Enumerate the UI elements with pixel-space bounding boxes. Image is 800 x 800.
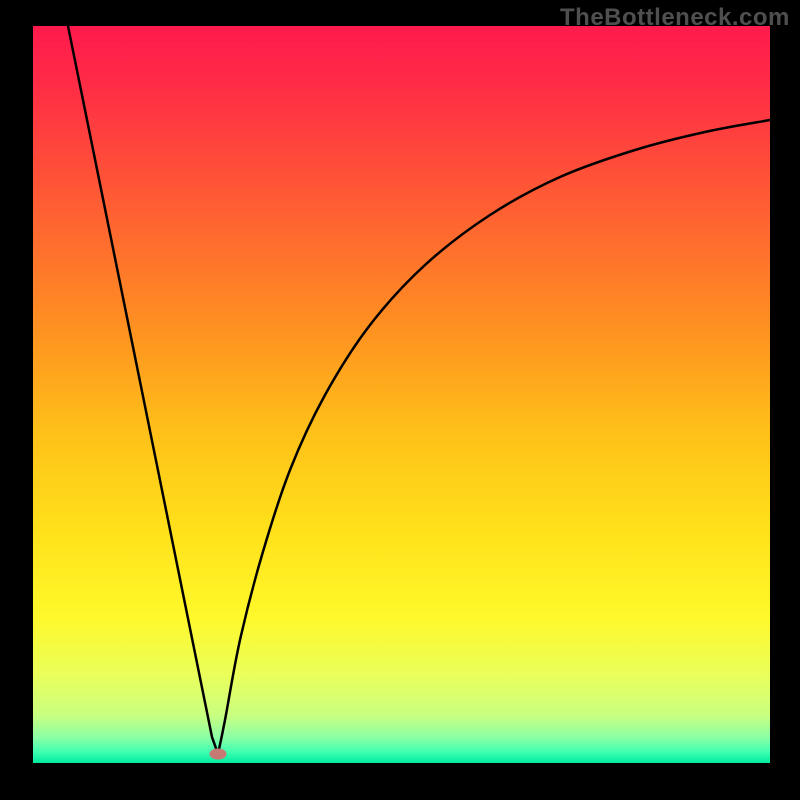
minimum-marker [210,749,226,759]
watermark-text: TheBottleneck.com [560,4,790,32]
bottleneck-chart [0,0,800,800]
frame-left [0,0,33,800]
frame-bottom [0,763,800,800]
frame-right [770,0,800,800]
